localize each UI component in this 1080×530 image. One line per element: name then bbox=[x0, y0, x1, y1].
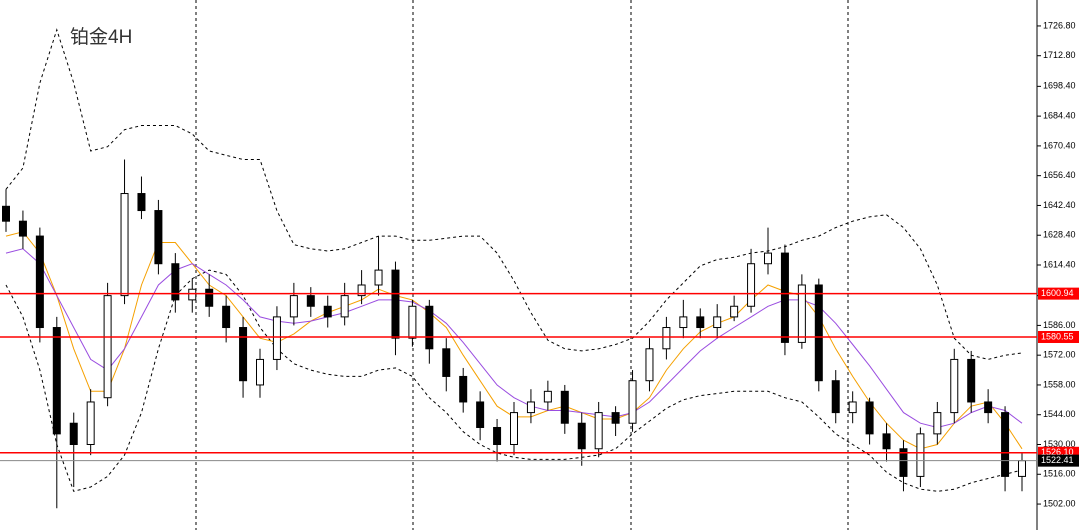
candle-body bbox=[1001, 412, 1010, 477]
y-tick-label: 1670.40 bbox=[1043, 140, 1076, 150]
y-tick-label: 1628.40 bbox=[1043, 230, 1076, 240]
y-tick-label: 1572.00 bbox=[1043, 350, 1076, 360]
y-tick-label: 1698.40 bbox=[1043, 81, 1076, 91]
candle-body bbox=[2, 205, 10, 222]
candle-body bbox=[882, 433, 891, 450]
candle-body bbox=[35, 235, 44, 329]
candle-body bbox=[611, 412, 620, 424]
candle-body bbox=[780, 252, 789, 343]
candle-body bbox=[679, 316, 688, 329]
candle-body bbox=[18, 220, 27, 237]
y-tick-label: 1656.40 bbox=[1043, 170, 1076, 180]
candle-body bbox=[289, 295, 298, 318]
candle-body bbox=[306, 295, 315, 307]
candle-body bbox=[137, 193, 146, 212]
y-tick-label: 1586.00 bbox=[1043, 320, 1076, 330]
candle-body bbox=[526, 401, 535, 414]
candle-body bbox=[493, 426, 502, 446]
candle-body bbox=[86, 401, 95, 446]
price-level-label: 1600.94 bbox=[1041, 288, 1074, 298]
candle-body bbox=[916, 433, 925, 477]
candle-body bbox=[1018, 460, 1026, 477]
candle-body bbox=[577, 422, 586, 450]
candle-body bbox=[628, 380, 637, 424]
candle-body bbox=[103, 295, 112, 399]
y-tick-label: 1516.00 bbox=[1043, 469, 1076, 479]
candle-body bbox=[814, 284, 823, 382]
candle-body bbox=[442, 348, 451, 377]
candle-body bbox=[374, 269, 383, 286]
candle-body bbox=[662, 327, 671, 350]
candle-body bbox=[764, 252, 772, 265]
candle-body bbox=[205, 288, 214, 307]
candle-body bbox=[510, 412, 518, 446]
candle-body bbox=[323, 305, 332, 318]
candle-body bbox=[950, 358, 959, 414]
candle-body bbox=[459, 375, 468, 403]
y-tick-label: 1544.00 bbox=[1043, 409, 1076, 419]
candle-body bbox=[239, 327, 248, 382]
price-level-label: 1526.10 bbox=[1041, 447, 1074, 457]
candle-body bbox=[797, 284, 806, 343]
candle-body bbox=[171, 263, 180, 301]
candle-body bbox=[120, 193, 129, 297]
candle-body bbox=[696, 316, 705, 329]
candle-body bbox=[543, 390, 552, 403]
candle-body bbox=[340, 295, 349, 318]
y-tick-label: 1614.40 bbox=[1043, 259, 1076, 269]
y-tick-label: 1684.40 bbox=[1043, 110, 1076, 120]
candle-body bbox=[831, 380, 840, 414]
candle-body bbox=[154, 210, 163, 265]
price-level-tag bbox=[1038, 330, 1079, 343]
period-separators bbox=[195, 0, 849, 530]
candle-body bbox=[747, 263, 756, 307]
candle-body bbox=[357, 284, 366, 297]
overlay-line bbox=[5, 28, 1023, 360]
candle-body bbox=[899, 448, 908, 477]
candle-body bbox=[476, 401, 485, 428]
y-tick-label: 1530.00 bbox=[1043, 439, 1076, 449]
candle-body bbox=[713, 316, 722, 329]
y-tick-label: 1502.00 bbox=[1043, 498, 1076, 508]
price-level-label: 1580.55 bbox=[1041, 331, 1074, 341]
candle-body bbox=[967, 358, 976, 403]
candle-body bbox=[408, 305, 417, 339]
candle-body bbox=[645, 348, 654, 382]
candle-body bbox=[256, 358, 264, 386]
candle-body bbox=[848, 401, 857, 414]
candle-body bbox=[222, 305, 231, 329]
y-tick-label: 1712.80 bbox=[1043, 50, 1076, 60]
candle-body bbox=[188, 288, 197, 301]
price-level-tag bbox=[1038, 454, 1079, 467]
candle-body bbox=[984, 401, 993, 414]
candle-body bbox=[594, 412, 603, 450]
candle-body bbox=[272, 316, 281, 360]
y-tick-label: 1642.40 bbox=[1043, 200, 1076, 210]
price-level-label: 1522.41 bbox=[1041, 455, 1074, 465]
candle-body bbox=[52, 327, 61, 435]
y-tick-label: 1726.80 bbox=[1043, 20, 1076, 30]
candle-body bbox=[933, 412, 942, 435]
candle-body bbox=[560, 390, 569, 424]
candle-body bbox=[730, 305, 739, 318]
candle-body bbox=[865, 401, 874, 435]
chart-title: 铂金4H bbox=[70, 26, 132, 48]
price-level-tag bbox=[1038, 287, 1079, 300]
candle-body bbox=[391, 269, 400, 339]
candle-body bbox=[69, 422, 78, 446]
y-tick-label: 1558.00 bbox=[1043, 379, 1076, 389]
candle-body bbox=[425, 305, 434, 350]
